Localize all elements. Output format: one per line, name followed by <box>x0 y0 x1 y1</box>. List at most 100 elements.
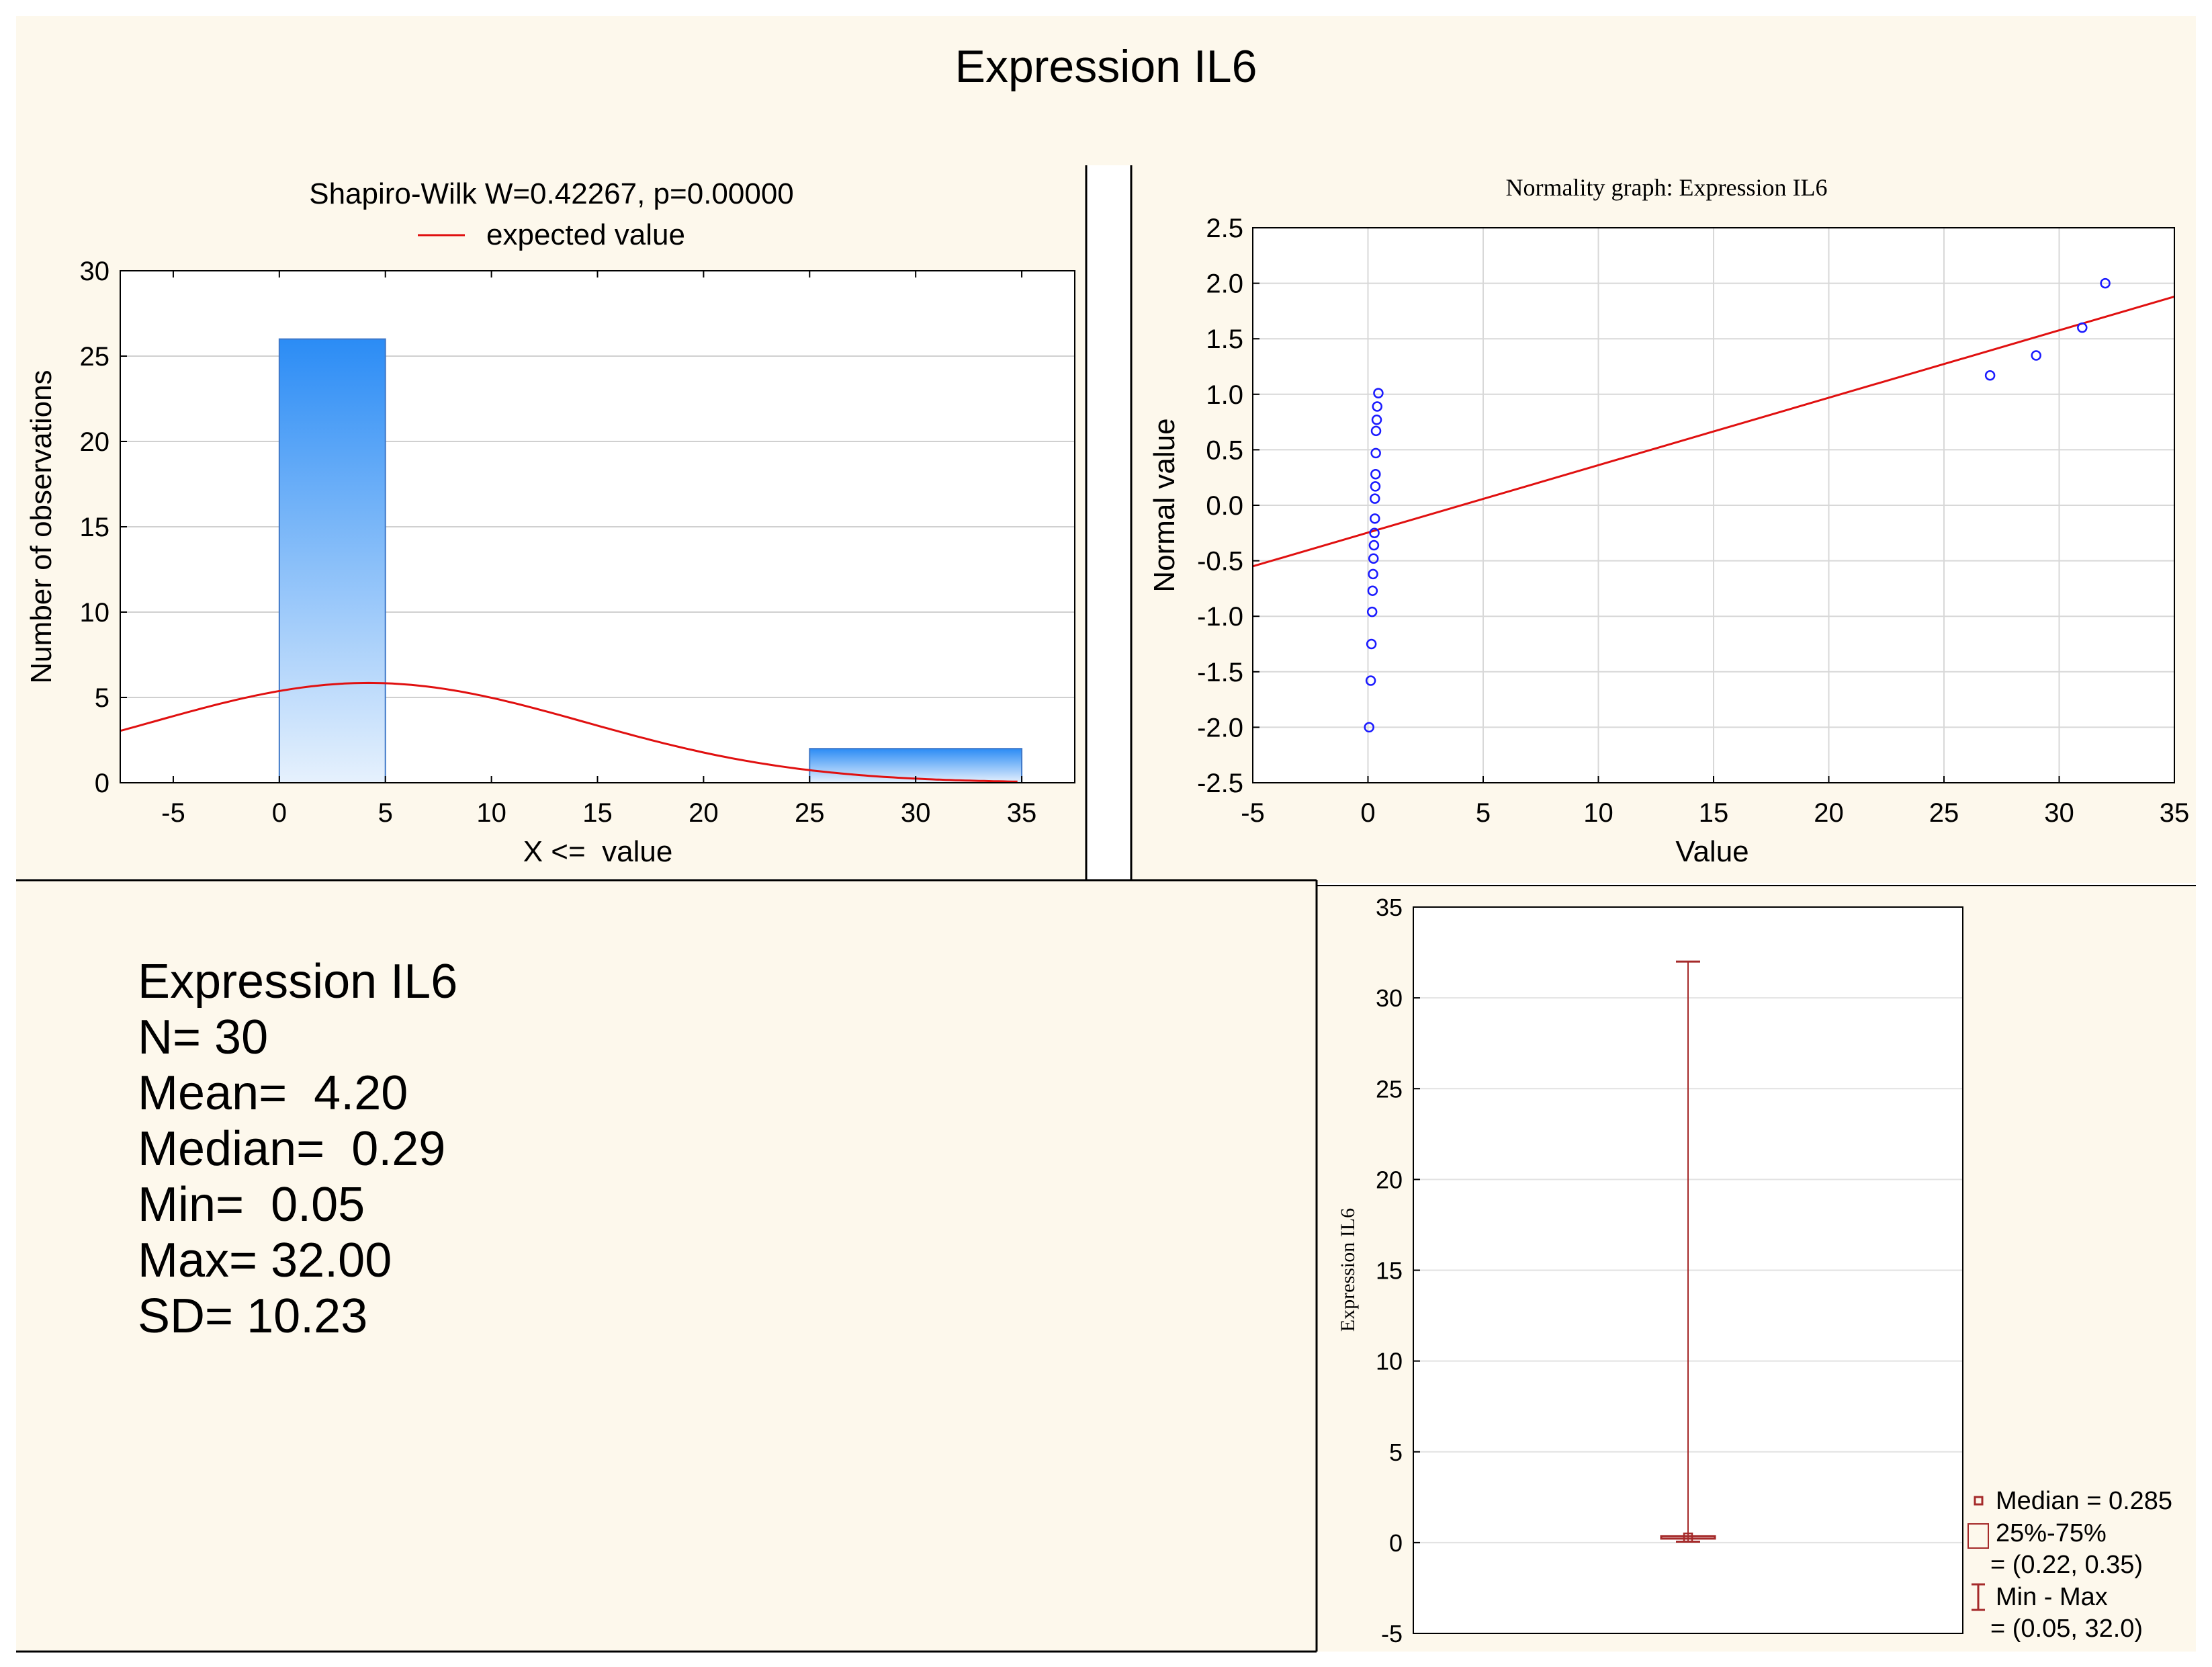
normality-y-tick-label: 2.5 <box>1206 214 1243 243</box>
histogram-bar <box>809 748 1023 784</box>
normality-point <box>1370 468 1381 480</box>
stats-panel <box>16 880 1317 1652</box>
normality-point <box>1368 540 1380 551</box>
normality-point <box>1372 401 1382 412</box>
boxplot-y-tick-label: -5 <box>1381 1620 1403 1648</box>
normality-y-tick-label: 2.0 <box>1206 269 1243 299</box>
stats-mean: Mean= 4.20 <box>138 1066 408 1120</box>
normality-x-tick-label: 5 <box>1476 798 1491 828</box>
legend-box-symbol <box>1967 1523 1989 1549</box>
stats-max: Max= 32.00 <box>138 1234 392 1287</box>
legend-median-symbol <box>1974 1496 1984 1506</box>
normality-point <box>1370 493 1380 504</box>
legend-whisker-label: Min - Max <box>1996 1583 2108 1611</box>
boxplot-y-tick-label: 0 <box>1389 1529 1403 1557</box>
boxplot-y-tick-label: 5 <box>1389 1439 1403 1466</box>
histogram-expected-curve <box>120 681 1018 783</box>
histogram-x-axis-label: X <= value <box>523 835 673 868</box>
normality-y-tick-label: 1.5 <box>1206 325 1243 354</box>
legend-median-label: Median = 0.285 <box>1996 1487 2172 1515</box>
histogram-bar <box>278 338 386 784</box>
normality-fit-line <box>1252 295 2175 568</box>
boxplot-y-tick-label: 35 <box>1376 894 1403 921</box>
normality-point <box>1370 447 1381 459</box>
normality-point <box>1364 722 1374 733</box>
histogram-x-tick-label: 15 <box>582 798 613 828</box>
histogram-y-tick-label: 0 <box>95 769 109 798</box>
histogram-x-tick-label: 30 <box>901 798 931 828</box>
normality-x-tick-label: 35 <box>2160 798 2190 828</box>
normality-y-axis-label: Normal value <box>1148 418 1181 592</box>
boxplot-y-tick-label: 10 <box>1376 1348 1403 1375</box>
normality-x-tick-label: 30 <box>2044 798 2074 828</box>
boxplot-y-tick-label: 30 <box>1376 984 1403 1012</box>
normality-x-axis-label: Value <box>1675 835 1749 868</box>
normality-point <box>1368 553 1379 564</box>
histogram-x-tick-label: 0 <box>272 798 287 828</box>
normality-point <box>1366 606 1378 617</box>
histogram-y-axis-label: Number of observations <box>25 370 58 683</box>
legend-whisker-range: = (0.05, 32.0) <box>1990 1615 2143 1643</box>
normality-point <box>1984 370 1996 381</box>
boxplot-box <box>1660 1535 1716 1540</box>
histogram-x-tick-label: 10 <box>476 798 506 828</box>
normality-point <box>2077 322 2088 333</box>
normality-y-tick-label: 0.5 <box>1206 435 1243 465</box>
histogram-x-tick-label: 35 <box>1007 798 1037 828</box>
stats-min: Min= 0.05 <box>138 1178 365 1232</box>
histogram-y-tick-label: 10 <box>80 598 110 628</box>
legend-box-label: 25%-75% <box>1996 1519 2107 1547</box>
normality-point <box>1365 675 1376 686</box>
normality-chart: Normality graph: Expression IL6 -5 0 5 10 15… <box>1148 174 2190 868</box>
normality-x-tick-label: 25 <box>1929 798 1959 828</box>
normality-y-tick-label: -2.5 <box>1197 769 1243 798</box>
normality-point <box>1367 585 1378 596</box>
normality-point <box>2031 350 2041 361</box>
normality-y-tick-label: 0.0 <box>1206 491 1243 521</box>
normality-y-tick-label: -2.0 <box>1197 713 1243 742</box>
normality-point <box>2100 277 2111 289</box>
title-panel <box>16 16 2196 165</box>
histogram-x-tick-label: 20 <box>689 798 719 828</box>
histogram-x-tick-label: -5 <box>161 798 185 828</box>
histogram-y-tick-label: 25 <box>80 342 110 372</box>
boxplot-y-axis-label: Expression IL6 <box>1337 1208 1359 1332</box>
normality-point <box>1369 527 1380 539</box>
normality-x-tick-label: 0 <box>1360 798 1375 828</box>
histogram-title: Shapiro-Wilk W=0.42267, p=0.00000 <box>309 177 794 210</box>
normality-point <box>1370 513 1380 524</box>
histogram-legend-label: expected value <box>486 218 685 251</box>
normality-point <box>1371 415 1382 425</box>
descriptive-stats: Expression IL6 N= 30 Mean= 4.20 Median= … <box>138 954 457 1344</box>
page-title: Expression IL6 <box>955 41 1257 92</box>
histogram-chart: Shapiro-Wilk W=0.42267, p=0.00000 expect… <box>25 177 1075 868</box>
histogram-y-tick-label: 5 <box>95 683 109 713</box>
histogram-y-tick-label: 15 <box>80 513 110 542</box>
histogram-x-tick-label: 25 <box>795 798 825 828</box>
stats-n: N= 30 <box>138 1011 269 1064</box>
normality-point <box>1368 568 1378 580</box>
normality-x-tick-label: -5 <box>1241 798 1265 828</box>
histogram-y-tick-label: 20 <box>80 427 110 457</box>
normality-point <box>1366 638 1377 650</box>
normality-point <box>1373 388 1384 398</box>
legend-whisker-symbol <box>1972 1583 1985 1611</box>
stats-title: Expression IL6 <box>138 955 458 1009</box>
normality-x-tick-label: 10 <box>1583 798 1613 828</box>
normality-y-tick-label: 1.0 <box>1206 380 1243 410</box>
normality-x-tick-label: 15 <box>1699 798 1729 828</box>
boxplot-y-tick-label: 20 <box>1376 1166 1403 1193</box>
legend-box-range: = (0.22, 0.35) <box>1990 1551 2143 1579</box>
normality-x-tick-label: 20 <box>1814 798 1844 828</box>
histogram-x-tick-label: 5 <box>378 798 393 828</box>
normality-y-tick-label: -1.5 <box>1197 658 1243 687</box>
stats-median: Median= 0.29 <box>138 1122 446 1176</box>
boxplot-y-tick-label: 25 <box>1376 1075 1403 1103</box>
normality-point <box>1370 481 1381 492</box>
stats-sd: SD= 10.23 <box>138 1289 368 1343</box>
normality-y-tick-label: -0.5 <box>1197 547 1243 576</box>
boxplot-median <box>1683 1532 1693 1543</box>
normality-point <box>1370 425 1382 437</box>
normality-y-tick-label: -1.0 <box>1197 602 1243 632</box>
